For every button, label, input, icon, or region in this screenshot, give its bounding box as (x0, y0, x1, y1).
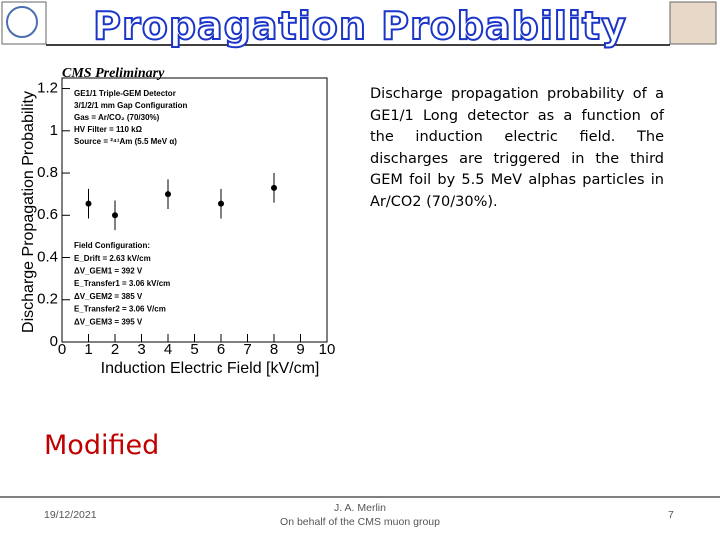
x-tick-label: 10 (319, 341, 336, 358)
y-tick-label: 0.2 (37, 291, 58, 308)
field-annotation: Field Configuration: (74, 241, 150, 250)
slide-title: Propagation Probability (92, 3, 627, 49)
x-axis-title: Induction Electric Field [kV/cm] (101, 360, 320, 377)
field-annotation: ΔV_GEM3 = 395 V (74, 317, 143, 326)
field-annotation: ΔV_GEM1 = 392 V (74, 267, 143, 276)
description: Discharge propagation probability of a G… (370, 86, 664, 210)
x-tick-label: 2 (111, 341, 119, 358)
y-tick-label: 0.6 (37, 206, 58, 223)
x-tick-label: 3 (137, 341, 145, 358)
x-tick-label: 0 (58, 341, 66, 358)
field-annotation: E_Transfer1 = 3.06 kV/cm (74, 279, 170, 288)
logo-ring (6, 6, 38, 38)
chart-title: CMS Preliminary (62, 66, 165, 81)
x-tick-label: 9 (296, 341, 304, 358)
y-tick-label: 0.8 (37, 164, 58, 181)
y-tick-label: 1.2 (37, 80, 58, 97)
y-tick-label: 0 (50, 333, 58, 350)
annotation: HV Filter = 110 kΩ (74, 125, 143, 134)
logo-right (669, 1, 717, 45)
footer-page: 7 (668, 509, 674, 521)
field-annotation: ΔV_GEM2 = 385 V (74, 292, 143, 301)
x-tick-label: 1 (84, 341, 92, 358)
x-tick-label: 8 (270, 341, 278, 358)
annotation: 3/1/2/1 mm Gap Configuration (74, 101, 187, 110)
point (85, 200, 92, 207)
point (165, 191, 171, 198)
x-tick-label: 6 (217, 341, 225, 358)
x-tick-label: 4 (164, 341, 172, 358)
point (271, 184, 277, 191)
point (218, 200, 224, 207)
field-annotation: E_Drift = 2.63 kV/cm (74, 254, 151, 263)
field-annotation: E_Transfer2 = 3.06 V/cm (74, 305, 166, 314)
note: Modified (44, 430, 160, 461)
footer-date: 19/12/2021 (44, 509, 97, 521)
y-axis-title: Discharge Propagation Probability (20, 91, 37, 333)
y-tick-label: 1 (50, 122, 58, 139)
y-tick-label: 0.4 (37, 248, 58, 265)
annotation: Gas = Ar/CO₂ (70/30%) (74, 113, 160, 122)
chart: 0 0.2 0.4 0.6 0.8 1 1.2 0 1 2 3 4 5 6 7 8 9 10 Induction E… (20, 66, 336, 377)
point (112, 212, 118, 219)
x-tick-label: 7 (243, 341, 251, 358)
annotation: GE1/1 Triple-GEM Detector (74, 89, 176, 98)
x-tick-label: 5 (190, 341, 198, 358)
footer-author: J. A. Merlin (334, 502, 386, 514)
annotation: Source = ²⁴¹Am (5.5 MeV α) (74, 137, 177, 146)
footer-affiliation: On behalf of the CMS muon group (280, 516, 440, 528)
